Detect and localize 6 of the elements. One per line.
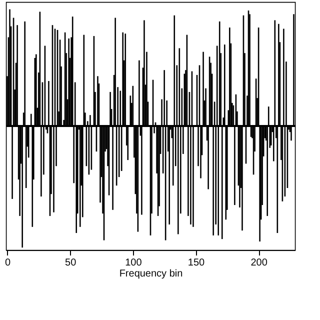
x-tick-label: 0 [4, 258, 11, 268]
x-tick-label: 200 [250, 258, 268, 268]
x-tick-label: 50 [65, 258, 77, 268]
x-tick-label: 150 [188, 258, 206, 268]
x-axis-title: Frequency bin [119, 268, 183, 280]
x-tick-label: 100 [125, 258, 142, 268]
